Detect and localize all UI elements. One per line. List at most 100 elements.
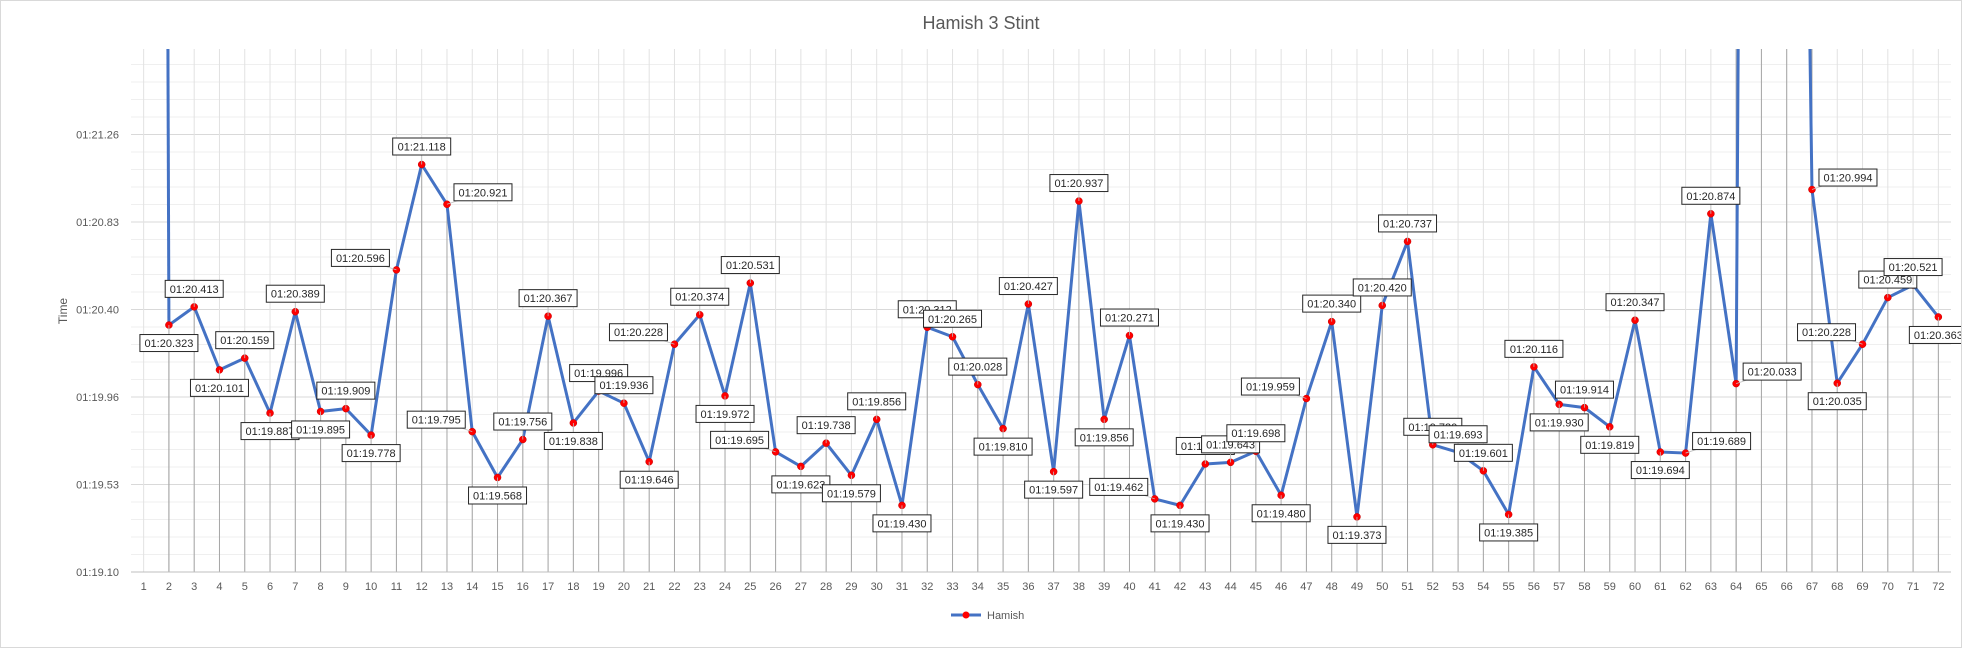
data-label-box [1797, 323, 1857, 342]
x-tick-label: 16 [517, 581, 529, 593]
x-tick-label: 27 [795, 581, 807, 593]
data-label: 01:19.430 [1156, 518, 1205, 530]
x-tick-label: 68 [1831, 581, 1843, 593]
data-label: 01:20.420 [1358, 282, 1407, 294]
data-label: 01:19.914 [1560, 385, 1609, 397]
data-label-box [291, 420, 351, 439]
x-tick-label: 34 [972, 581, 984, 593]
data-label: 01:19.694 [1636, 465, 1685, 477]
data-label: 01:19.856 [852, 396, 901, 408]
x-tick-label: 5 [242, 581, 248, 593]
data-label: 01:20.159 [220, 335, 269, 347]
y-tick-label: 01:19.53 [76, 480, 119, 492]
data-label: 01:20.035 [1813, 396, 1862, 408]
data-label: 01:19.568 [473, 490, 522, 502]
data-label-box [1150, 514, 1210, 533]
x-tick-label: 51 [1401, 581, 1413, 593]
data-label: 01:20.921 [459, 187, 508, 199]
data-label: 01:19.930 [1535, 417, 1584, 429]
x-tick-label: 14 [466, 581, 478, 593]
x-tick-label: 65 [1755, 581, 1767, 593]
data-label: 01:20.265 [928, 314, 977, 326]
data-label: 01:19.856 [1080, 432, 1129, 444]
x-tick-label: 72 [1932, 581, 1944, 593]
data-label: 01:19.693 [1434, 429, 1483, 441]
data-label-box [1630, 461, 1690, 480]
x-tick-label: 4 [216, 581, 222, 593]
data-label: 01:20.937 [1054, 178, 1103, 190]
x-tick-label: 50 [1376, 581, 1388, 593]
data-label: 01:20.874 [1686, 191, 1735, 203]
data-label-box [164, 279, 224, 298]
x-tick-label: 36 [1022, 581, 1034, 593]
data-label: 01:20.374 [675, 292, 724, 304]
data-label-box [1883, 258, 1943, 277]
data-label: 01:20.363 [1914, 330, 1961, 342]
y-axis-title: Time [56, 298, 70, 325]
data-label: 01:20.228 [614, 327, 663, 339]
data-label: 01:19.895 [296, 424, 345, 436]
y-tick-label: 01:19.10 [76, 567, 119, 579]
x-tick-label: 25 [744, 581, 756, 593]
data-label: 01:19.462 [1094, 482, 1143, 494]
x-tick-label: 17 [542, 581, 554, 593]
data-label: 01:20.427 [1004, 281, 1053, 293]
data-label-box [1352, 278, 1412, 297]
data-label-box [872, 514, 932, 533]
data-label-box [1302, 294, 1362, 313]
data-label-box [1580, 435, 1640, 454]
data-label: 01:20.389 [271, 289, 320, 301]
y-tick-label: 01:20.40 [76, 305, 119, 317]
data-label-box [1504, 339, 1564, 358]
data-label-box [1554, 380, 1614, 399]
x-tick-label: 56 [1528, 581, 1540, 593]
data-label-box [1089, 477, 1149, 496]
data-label-box [1605, 293, 1665, 312]
data-label-box [330, 248, 390, 267]
data-label-box [1453, 443, 1513, 462]
data-label-box [265, 284, 325, 303]
data-label: 01:19.698 [1231, 428, 1280, 440]
x-tick-label: 11 [391, 581, 402, 593]
data-label-box [341, 444, 401, 463]
legend-marker [962, 611, 970, 619]
data-label: 01:19.810 [979, 442, 1028, 454]
x-tick-label: 18 [567, 581, 579, 593]
data-label: 01:20.101 [195, 383, 244, 395]
x-tick-label: 42 [1174, 581, 1186, 593]
data-label-box [1529, 413, 1589, 432]
data-label: 01:20.347 [1611, 297, 1660, 309]
data-label-box [821, 484, 881, 503]
data-label-box [608, 323, 668, 342]
x-tick-label: 3 [191, 581, 197, 593]
data-label-box [670, 287, 730, 306]
data-label: 01:20.340 [1307, 299, 1356, 311]
data-label-box [1479, 523, 1539, 542]
x-tick-label: 37 [1048, 581, 1060, 593]
x-tick-label: 26 [769, 581, 781, 593]
data-label-box [1327, 525, 1387, 544]
data-label-box [1807, 392, 1867, 411]
data-label: 01:19.819 [1585, 440, 1634, 452]
x-tick-label: 23 [694, 581, 706, 593]
data-label-box [139, 334, 199, 353]
x-tick-label: 62 [1679, 581, 1691, 593]
x-tick-label: 47 [1300, 581, 1312, 593]
data-label: 01:20.028 [953, 362, 1002, 374]
axes: 01:19.10 01:19.53 01:19.96 01:20.40 01:20.83… [76, 130, 1951, 593]
data-label: 01:19.887 [246, 426, 295, 438]
data-label: 01:20.521 [1889, 262, 1938, 274]
series-offscale-segment [166, 48, 171, 326]
x-tick-label: 54 [1477, 581, 1489, 593]
x-tick-label: 19 [593, 581, 605, 593]
legend: Hamish [951, 610, 1024, 622]
data-label-box [1251, 504, 1311, 523]
data-label-box [1049, 174, 1109, 193]
x-tick-label: 64 [1730, 581, 1742, 593]
data-label-box [468, 486, 528, 505]
x-tick-label: 20 [618, 581, 630, 593]
x-tick-label: 29 [845, 581, 857, 593]
data-label: 01:20.271 [1105, 313, 1154, 325]
data-label: 01:19.936 [599, 380, 648, 392]
x-tick-label: 46 [1275, 581, 1287, 593]
